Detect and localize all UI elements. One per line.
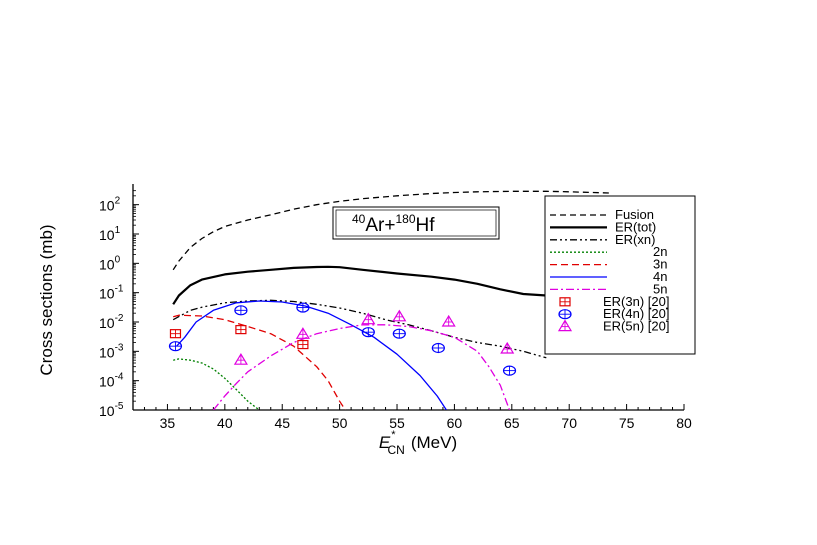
data-point-circle — [392, 328, 406, 339]
series-2n — [173, 358, 260, 410]
data-point-triangle — [392, 309, 407, 322]
x-tick-label: 65 — [504, 415, 520, 431]
reaction-sup2: 180 — [395, 212, 415, 226]
legend-box — [544, 195, 696, 355]
legend-label: ER(5n) [20] — [603, 319, 669, 334]
y-tick-label: 10-5 — [99, 401, 124, 419]
series-3n — [173, 314, 346, 410]
y-tick-label: 102 — [99, 196, 121, 214]
data-point-circle — [361, 327, 375, 338]
x-axis-label: E* CN (MeV) — [379, 429, 457, 457]
y-tick-label: 10-2 — [99, 313, 124, 331]
x-axis-symbol: E — [379, 433, 391, 452]
data-point-square — [297, 339, 309, 350]
data-point-triangle — [233, 352, 248, 365]
legend-label: 5n — [653, 281, 667, 296]
series-er-xn- — [172, 299, 547, 359]
data-point-circle — [234, 305, 248, 316]
legend-label: 4n — [653, 269, 667, 284]
legend-label: 3n — [653, 257, 667, 272]
legend-marker — [557, 319, 573, 332]
reaction-annotation: 40Ar+180Hf — [332, 206, 500, 240]
curves — [172, 190, 610, 410]
data-point-triangle — [361, 312, 376, 325]
x-tick-label: 50 — [332, 415, 348, 431]
x-tick-label: 75 — [619, 415, 635, 431]
legend-label: ER(4n) [20] — [603, 306, 669, 321]
x-axis-unit: (MeV) — [411, 433, 457, 452]
legend-label: ER(tot) — [615, 219, 656, 234]
x-axis-sub: CN — [388, 443, 405, 457]
y-tick-label: 10-1 — [99, 284, 124, 302]
data-point-square — [169, 329, 182, 339]
data-point-triangle — [500, 341, 515, 354]
legend-label: ER(xn) — [615, 232, 655, 247]
data-point-circle — [296, 302, 310, 313]
data-point-square — [235, 325, 247, 335]
legend-label: Fusion — [615, 207, 654, 222]
legend-marker — [559, 297, 571, 307]
series-er-tot- — [172, 265, 547, 305]
legend-label: 2n — [653, 244, 667, 259]
reaction-element2: Hf — [416, 215, 436, 236]
data-markers — [168, 302, 517, 376]
y-tick-label: 101 — [99, 225, 121, 243]
reaction-label: 40Ar+180Hf — [352, 212, 435, 236]
data-point-circle — [168, 341, 183, 352]
reaction-sup1: 40 — [352, 212, 366, 226]
x-tick-label: 70 — [561, 415, 577, 431]
y-tick-label: 10-4 — [99, 372, 124, 390]
x-tick-label: 35 — [160, 415, 176, 431]
x-tick-label: 60 — [447, 415, 463, 431]
y-tick-label: 10-3 — [99, 342, 124, 360]
series-fusion — [172, 190, 610, 271]
axes: 35 40 45 50 55 60 65 70 75 80 102 101 100 10-1 10-2 10-… — [99, 184, 692, 431]
y-axis-label: Cross sections (mb) — [37, 224, 56, 375]
series-4n — [176, 300, 447, 410]
x-tick-label: 40 — [217, 415, 233, 431]
x-tick-label: 80 — [676, 415, 692, 431]
data-point-circle — [431, 342, 445, 354]
legend-label: ER(3n) [20] — [603, 294, 669, 309]
x-axis-sup: * — [391, 429, 396, 441]
y-tick-label: 100 — [99, 254, 121, 272]
x-tick-label: 55 — [389, 415, 405, 431]
data-point-triangle — [295, 327, 310, 339]
reaction-element1: Ar+ — [365, 215, 395, 236]
annotation-box — [332, 206, 500, 240]
series-5n — [212, 324, 511, 410]
data-point-triangle — [441, 314, 456, 327]
data-point-circle — [502, 365, 517, 376]
legend-marker — [558, 309, 572, 320]
x-tick-label: 45 — [274, 415, 290, 431]
